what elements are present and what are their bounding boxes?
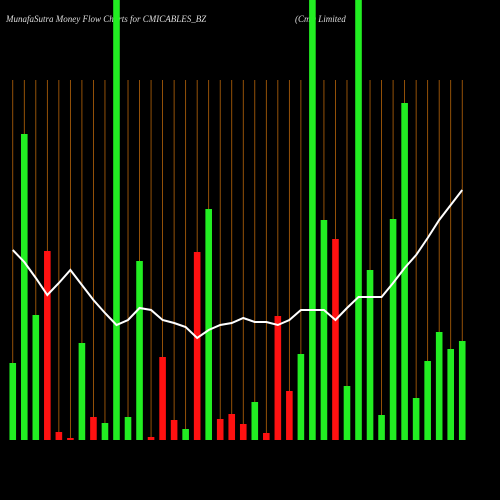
bar — [458, 341, 466, 440]
bar — [239, 424, 247, 440]
bar — [251, 402, 259, 440]
bar — [378, 415, 385, 440]
bar — [228, 414, 236, 440]
chart-title: MunafaSutra Money Flow Charts for CMICAB… — [5, 14, 207, 24]
bar — [366, 270, 374, 440]
bar — [332, 239, 339, 440]
bar — [159, 357, 166, 440]
bar — [435, 332, 443, 440]
bar — [263, 433, 270, 440]
bar — [78, 343, 86, 440]
bar — [297, 354, 305, 440]
bar — [401, 103, 408, 440]
bar — [320, 220, 328, 440]
bar — [182, 429, 189, 440]
bar — [32, 315, 40, 440]
bar — [389, 219, 397, 440]
bar — [90, 417, 97, 440]
bar — [124, 417, 132, 440]
bar — [55, 432, 63, 440]
bar — [216, 419, 224, 440]
bar — [205, 209, 212, 440]
bar — [424, 361, 431, 440]
bar — [101, 423, 109, 440]
bar — [113, 0, 120, 440]
bar — [447, 349, 455, 440]
bar — [67, 438, 74, 440]
bar — [44, 251, 51, 440]
bar — [193, 252, 201, 440]
bar — [343, 386, 351, 440]
bar — [147, 437, 155, 440]
bar — [170, 420, 178, 440]
bar — [355, 0, 362, 440]
bar — [412, 398, 420, 440]
bar — [20, 134, 28, 440]
chart-subtitle: (Cmi) Limited — [295, 14, 346, 24]
bar — [9, 363, 17, 440]
bar — [136, 261, 143, 440]
money-flow-line — [12, 189, 464, 340]
bar — [274, 316, 282, 440]
bar — [309, 0, 316, 440]
bar — [286, 391, 293, 440]
